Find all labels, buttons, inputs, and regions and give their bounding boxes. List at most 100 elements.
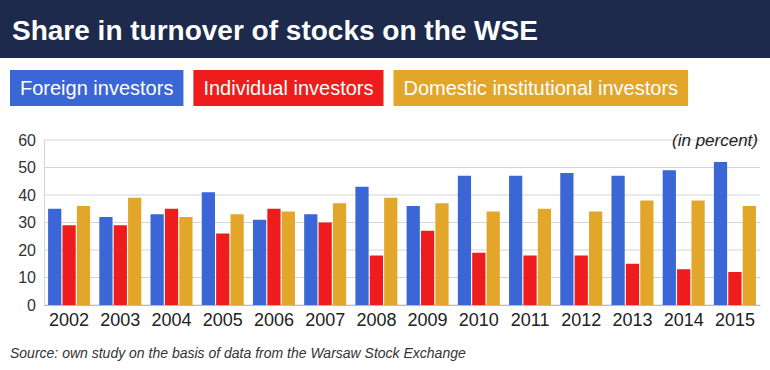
bar — [714, 162, 727, 305]
tick-label: 2008 — [356, 310, 396, 330]
bar — [487, 212, 500, 306]
bar — [560, 173, 573, 305]
tick: 2007 — [305, 305, 345, 330]
legend-swatch — [193, 70, 383, 106]
y-axis: 0 10 20 30 40 50 60 — [18, 132, 44, 314]
bar — [663, 170, 676, 305]
tick: 2015 — [715, 305, 755, 330]
tick-label: 20 — [18, 242, 36, 259]
bar — [151, 214, 164, 305]
bar — [202, 192, 215, 305]
tick-label: 2011 — [511, 310, 550, 330]
tick: 2008 — [356, 305, 396, 330]
legend-item: Domestic institutional investors — [394, 70, 689, 106]
bar — [640, 201, 653, 306]
tick-label: 2009 — [408, 310, 448, 330]
bar — [691, 201, 704, 306]
bar — [62, 225, 75, 305]
tick-label: 2004 — [152, 310, 192, 330]
tick: 2003 — [100, 305, 140, 330]
bar — [128, 198, 141, 305]
bar — [575, 256, 588, 306]
bar — [267, 209, 280, 305]
legend: Foreign investors Individual investors Dom… — [10, 70, 688, 106]
tick-label: 60 — [18, 132, 36, 149]
grid-line — [44, 140, 760, 141]
bar — [728, 272, 741, 305]
tick-label: 2014 — [664, 310, 704, 330]
axis-line — [45, 305, 761, 306]
tick: 0 — [27, 297, 44, 314]
bar — [319, 223, 332, 306]
bar — [677, 269, 690, 305]
tick-label: 10 — [18, 269, 36, 286]
tick-label: 2012 — [561, 310, 601, 330]
tick: 2002 — [49, 305, 89, 330]
bar — [458, 176, 471, 305]
tick-label: 2006 — [254, 310, 294, 330]
tick: 20 — [18, 242, 44, 259]
legend-label: Individual investors — [203, 77, 373, 99]
tick: 30 — [18, 214, 44, 231]
bar — [179, 217, 192, 305]
tick-label: 2003 — [100, 310, 140, 330]
tick: 40 — [18, 187, 44, 204]
tick: 50 — [18, 159, 44, 176]
x-axis: 2002 2003 2004 2005 2006 2007 2008 2009 2010 2011… — [45, 305, 761, 330]
bar — [216, 234, 229, 306]
bar — [355, 187, 368, 305]
tick: 2005 — [203, 305, 243, 330]
bar — [743, 206, 756, 305]
bar — [538, 209, 551, 305]
bars — [48, 162, 756, 305]
tick: 2011 — [511, 305, 550, 330]
tick-label: 0 — [27, 297, 36, 314]
tick-label: 2013 — [612, 310, 652, 330]
annotation: (in percent) — [672, 131, 758, 150]
bar — [114, 225, 127, 305]
tick: 2014 — [664, 305, 704, 330]
tick: 2009 — [408, 305, 448, 330]
source: Source: own study on the basis of data f… — [10, 345, 466, 361]
bar — [509, 176, 522, 305]
bar — [282, 212, 295, 306]
tick-label: 30 — [18, 214, 36, 231]
bar — [611, 176, 624, 305]
bar — [626, 264, 639, 305]
bar — [333, 203, 346, 305]
bar — [384, 198, 397, 305]
tick: 10 — [18, 269, 44, 286]
grid — [44, 140, 760, 305]
tick: 2010 — [459, 305, 499, 330]
tick-label: 2005 — [203, 310, 243, 330]
bar — [421, 231, 434, 305]
tick-label: 50 — [18, 159, 36, 176]
header-band — [0, 0, 770, 58]
tick-label: 2002 — [49, 310, 89, 330]
bar — [99, 217, 112, 305]
bar — [77, 206, 90, 305]
bar — [165, 209, 178, 305]
tick-label: 40 — [18, 187, 36, 204]
legend-label: Foreign investors — [20, 77, 173, 99]
bar — [48, 209, 61, 305]
grid-line — [44, 195, 760, 196]
legend-item: Individual investors — [193, 70, 383, 106]
tick-label: 2015 — [715, 310, 755, 330]
legend-item: Foreign investors — [10, 70, 183, 106]
chart: Share in turnover of stocks on the WSEFo… — [0, 0, 770, 370]
axis-line — [44, 141, 45, 306]
bar — [589, 212, 602, 306]
legend-swatch — [10, 70, 183, 106]
bar — [523, 256, 536, 306]
tick: 2004 — [152, 305, 192, 330]
bar — [435, 203, 448, 305]
legend-label: Domestic institutional investors — [404, 77, 679, 99]
bar — [407, 206, 420, 305]
bar — [370, 256, 383, 306]
grid-line — [44, 167, 760, 168]
tick: 60 — [18, 132, 44, 149]
tick: 2013 — [612, 305, 652, 330]
tick: 2012 — [561, 305, 601, 330]
tick-label: 2007 — [305, 310, 345, 330]
